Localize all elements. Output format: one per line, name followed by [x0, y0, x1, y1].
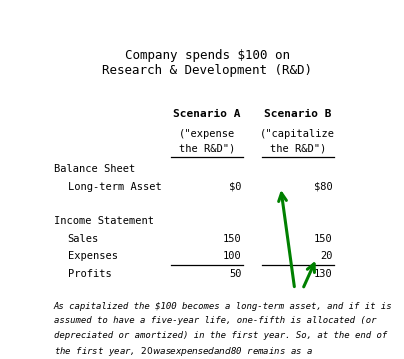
Text: depreciated or amortized) in the first year. So, at the end of: depreciated or amortized) in the first y…: [54, 331, 387, 340]
Text: 150: 150: [314, 234, 332, 244]
Text: Long-term Asset: Long-term Asset: [68, 182, 162, 192]
Text: Scenario B: Scenario B: [264, 109, 332, 120]
Text: assumed to have a five-year life, one-fifth is allocated (or: assumed to have a five-year life, one-fi…: [54, 316, 376, 325]
Text: Profits: Profits: [68, 269, 112, 279]
Text: the first year, $20 was expensed and $80 remains as a: the first year, $20 was expensed and $80…: [54, 345, 313, 358]
Text: $0: $0: [229, 182, 242, 192]
Text: ("capitalize: ("capitalize: [260, 129, 335, 139]
Text: $80: $80: [314, 182, 332, 192]
Text: Company spends $100 on
Research & Development (R&D): Company spends $100 on Research & Develo…: [102, 48, 312, 76]
Text: Expenses: Expenses: [68, 251, 118, 261]
Text: ("expense: ("expense: [179, 129, 235, 139]
Text: As capitalized the $100 becomes a long-term asset, and if it is: As capitalized the $100 becomes a long-t…: [54, 302, 392, 311]
Text: the R&D"): the R&D"): [270, 144, 326, 154]
Text: 130: 130: [314, 269, 332, 279]
Text: 20: 20: [320, 251, 332, 261]
Text: Income Statement: Income Statement: [54, 216, 154, 227]
Text: Balance Sheet: Balance Sheet: [54, 164, 135, 174]
Text: 50: 50: [229, 269, 242, 279]
Text: the R&D"): the R&D"): [179, 144, 235, 154]
Text: 100: 100: [223, 251, 242, 261]
Text: Scenario A: Scenario A: [173, 109, 241, 120]
Text: Sales: Sales: [68, 234, 99, 244]
Text: 150: 150: [223, 234, 242, 244]
